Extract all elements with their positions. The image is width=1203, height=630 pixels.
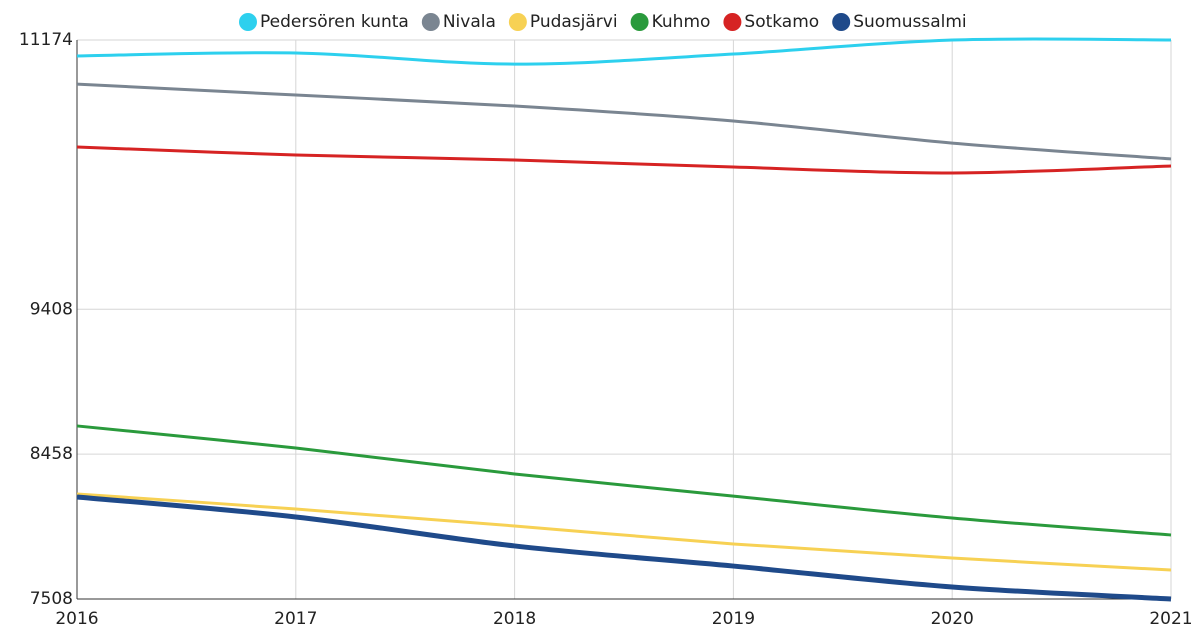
legend-label: Sotkamo bbox=[744, 12, 819, 32]
legend-marker bbox=[421, 13, 440, 31]
y-tick-label: 8458 bbox=[30, 444, 73, 464]
x-tick-label: 2020 bbox=[931, 609, 974, 629]
legend-label: Nivala bbox=[443, 12, 496, 32]
y-tick-label: 9408 bbox=[30, 299, 73, 319]
y-tick-label: 11174 bbox=[19, 30, 73, 50]
legend-marker bbox=[630, 13, 649, 31]
x-tick-label: 2021 bbox=[1149, 609, 1192, 629]
x-tick-label: 2017 bbox=[274, 609, 317, 629]
legend-label: Kuhmo bbox=[652, 12, 711, 32]
legend-marker bbox=[508, 13, 527, 31]
y-tick-label: 7508 bbox=[30, 589, 73, 609]
series-line bbox=[76, 82, 1172, 161]
legend-label: Suomussalmi bbox=[853, 12, 966, 32]
series-line bbox=[76, 494, 1172, 602]
legend-marker bbox=[723, 13, 742, 31]
x-tick-label: 2019 bbox=[712, 609, 755, 629]
series-line bbox=[76, 37, 1172, 66]
legend-label: Pudasjärvi bbox=[530, 12, 618, 32]
series-line bbox=[76, 424, 1172, 537]
x-tick-label: 2016 bbox=[55, 609, 98, 629]
series-line bbox=[76, 492, 1172, 572]
legend-marker bbox=[832, 13, 851, 31]
legend: Pedersören kunta Nivala Pudasjärvi Kuhmo Sot… bbox=[239, 12, 967, 32]
legend-label: Pedersören kunta bbox=[260, 12, 409, 32]
legend-marker bbox=[239, 13, 257, 31]
x-tick-label: 2018 bbox=[493, 609, 536, 629]
series-line bbox=[76, 145, 1172, 175]
